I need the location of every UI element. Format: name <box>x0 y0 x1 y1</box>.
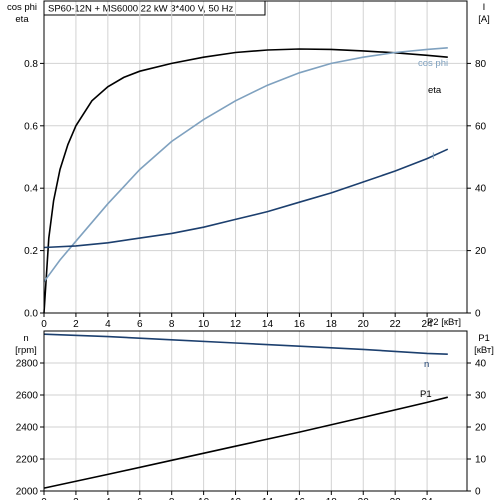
bottom-series <box>43 333 448 489</box>
x-tick-label: 18 <box>326 319 338 330</box>
y-left-tick-label: 0.6 <box>24 121 38 132</box>
x-tick-label: 24 <box>422 319 434 330</box>
y-left-tick-label: 2600 <box>16 391 39 402</box>
top-right-axis-label-2: [A] <box>478 14 490 25</box>
top-grid <box>44 1 467 313</box>
bottom-right-axis-label-1: P1 <box>478 333 490 344</box>
bottom-panel: 0246810121416182022242000220024002600280… <box>15 330 494 500</box>
x-tick-label: 22 <box>390 497 402 500</box>
top-ticks: 0 2 4 6 8 10 12 14 16 18 20 22 240.00.20.40.60.80204… <box>24 59 486 330</box>
label-eta: eta <box>428 85 442 96</box>
x-tick-label: 2 <box>73 319 79 330</box>
bottom-left-axis-label-2: [rpm] <box>15 345 37 356</box>
x-tick-label: 4 <box>105 497 111 500</box>
bottom-left-axis-label-1: n <box>23 333 28 344</box>
y-right-tick-label: 20 <box>475 423 487 434</box>
top-series <box>43 47 449 314</box>
y-left-tick-label: 0.8 <box>24 59 38 70</box>
label-cos-phi: cos phi <box>418 58 448 69</box>
top-right-axis-label-1: I <box>483 2 486 13</box>
y-right-tick-label: 80 <box>475 59 487 70</box>
y-left-tick-label: 2200 <box>16 455 39 466</box>
y-right-tick-label: 10 <box>475 455 487 466</box>
y-right-tick-label: 40 <box>475 184 487 195</box>
y-left-tick-label: 2800 <box>16 359 39 370</box>
series-p1-line <box>43 396 448 489</box>
x-tick-label: 10 <box>198 319 210 330</box>
y-left-tick-label: 2000 <box>16 487 39 498</box>
bottom-plot-frame <box>43 330 468 492</box>
x-tick-label: 14 <box>262 497 274 500</box>
x-tick-label: 4 <box>105 319 111 330</box>
y-left-tick-label: 0.0 <box>24 309 38 320</box>
y-right-tick-label: 0 <box>475 309 481 320</box>
top-left-axis-label-2: eta <box>15 14 29 25</box>
y-left-tick-label: 2400 <box>16 423 39 434</box>
x-tick-label: 6 <box>137 319 143 330</box>
series-cos-phi-line <box>43 47 448 283</box>
series-eta-line <box>43 48 448 314</box>
x-tick-label: 16 <box>294 497 306 500</box>
top-x-axis-label: P2 [кВт] <box>427 317 461 328</box>
x-tick-label: 12 <box>230 497 242 500</box>
y-right-tick-label: 60 <box>475 121 487 132</box>
y-right-tick-label: 20 <box>475 246 487 257</box>
x-tick-label: 18 <box>326 497 338 500</box>
x-tick-label: 0 <box>41 319 47 330</box>
x-tick-label: 10 <box>198 497 210 500</box>
label-current: I <box>432 151 435 162</box>
chart-title: SP60-12N + MS6000 22 kW 3*400 V, 50 Hz <box>48 4 234 15</box>
y-right-tick-label: 0 <box>475 487 481 498</box>
x-tick-label: 20 <box>358 497 370 500</box>
top-left-axis-label-1: cos phi <box>7 2 37 13</box>
y-right-tick-label: 40 <box>475 359 487 370</box>
bottom-right-axis-label-2: [кВт] <box>474 345 494 356</box>
y-right-tick-label: 30 <box>475 391 487 402</box>
x-tick-label: 12 <box>230 319 242 330</box>
label-speed: n <box>424 359 429 370</box>
x-tick-label: 8 <box>169 497 175 500</box>
x-tick-label: 0 <box>41 497 47 500</box>
y-left-tick-label: 0.4 <box>24 184 38 195</box>
x-tick-label: 8 <box>169 319 175 330</box>
y-left-tick-label: 0.2 <box>24 246 38 257</box>
bottom-grid <box>44 331 467 491</box>
top-plot-frame <box>43 0 468 314</box>
series-i-line <box>43 148 449 249</box>
x-tick-label: 14 <box>262 319 274 330</box>
series-n-line <box>43 333 448 355</box>
x-tick-label: 20 <box>358 319 370 330</box>
bottom-ticks: 0246810121416182022242000220024002600280… <box>16 359 487 500</box>
x-tick-label: 6 <box>137 497 143 500</box>
x-tick-label: 22 <box>390 319 402 330</box>
x-tick-label: 2 <box>73 497 79 500</box>
top-panel: 0 2 4 6 8 10 12 14 16 18 20 22 240.00.20.40.60.80204… <box>7 0 490 330</box>
label-p1: P1 <box>420 389 432 400</box>
x-tick-label: 24 <box>422 497 434 500</box>
x-tick-label: 16 <box>294 319 306 330</box>
